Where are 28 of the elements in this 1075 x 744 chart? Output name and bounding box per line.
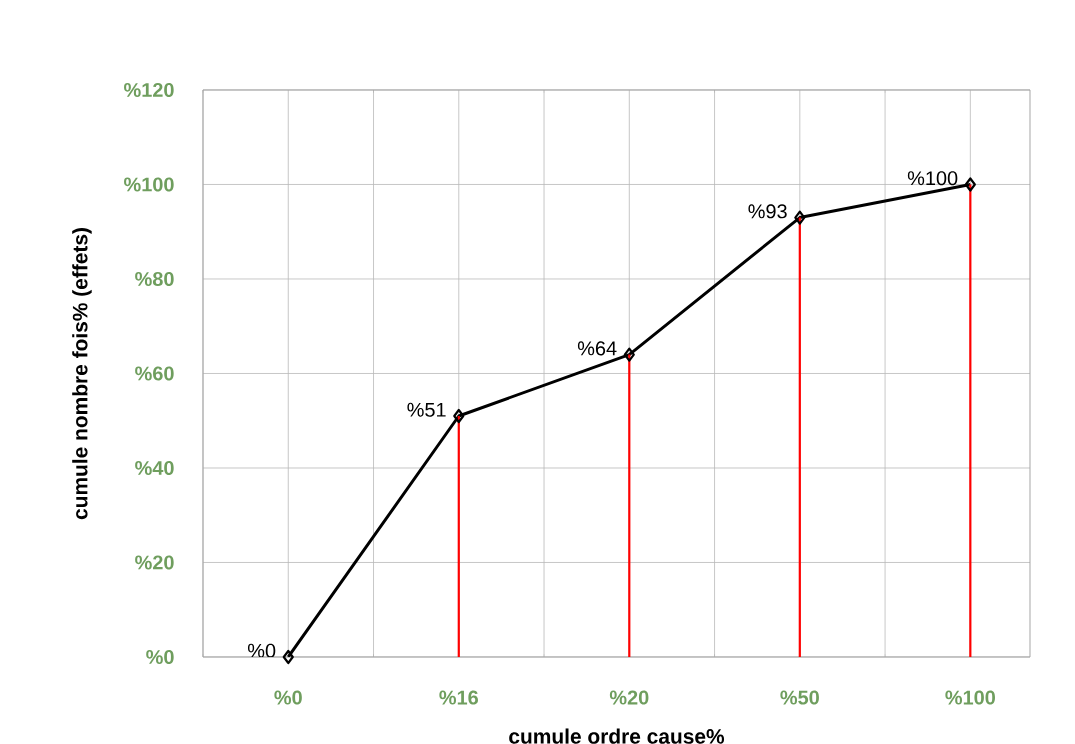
data-label: %51: [407, 402, 446, 417]
point: [964, 177, 976, 192]
y-tick-label: %80: [135, 271, 174, 287]
y-tick-label: %100: [124, 177, 174, 192]
bar: [628, 354, 631, 657]
x-tick-label: %0: [274, 690, 302, 705]
point: [453, 408, 465, 424]
bar: [457, 416, 460, 657]
data-label: %0: [247, 643, 276, 658]
x-tick-label: %50: [780, 690, 819, 705]
x-axis-title: cumule ordre cause%: [509, 728, 725, 744]
bar: [798, 217, 801, 657]
y-tick-label: %0: [146, 649, 174, 665]
point: [794, 210, 806, 225]
bar: [969, 184, 972, 657]
y-tick-label: %40: [135, 460, 174, 476]
y-tick-label: %60: [135, 366, 174, 381]
y-axis-title: cumule nombre fois% (effets): [72, 228, 92, 520]
point: [282, 649, 294, 665]
x-tick-label: %16: [439, 690, 478, 705]
point: [623, 347, 635, 362]
x-tick-label: %100: [945, 690, 995, 705]
data-label: %100: [907, 171, 958, 186]
y-tick-label: %120: [124, 82, 174, 98]
data-label: %64: [577, 341, 617, 356]
y-tick-label: %20: [135, 555, 174, 570]
x-tick-label: %20: [609, 690, 649, 705]
data-label: %93: [748, 204, 787, 219]
